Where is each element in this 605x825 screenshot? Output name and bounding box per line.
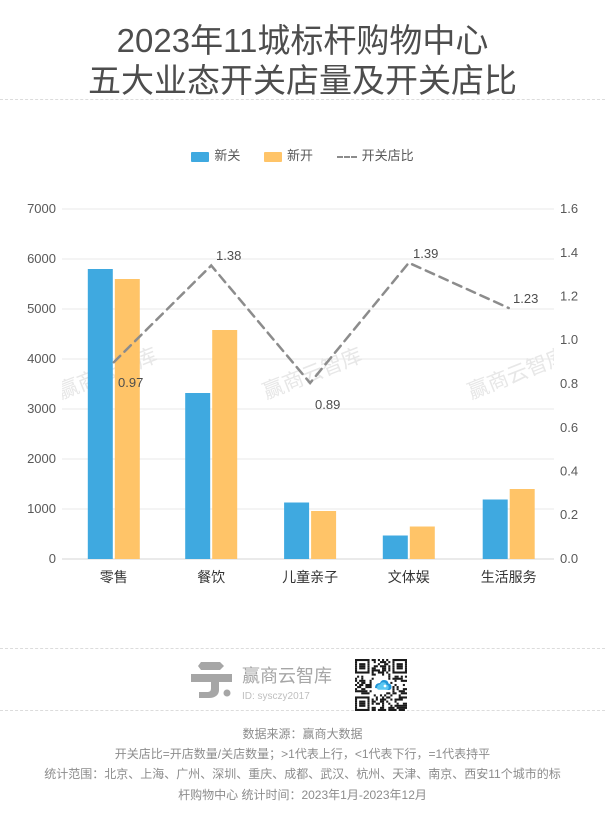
svg-text:1.2: 1.2 — [560, 289, 578, 304]
svg-text:1.23: 1.23 — [513, 291, 538, 306]
svg-text:0.4: 0.4 — [560, 464, 578, 479]
svg-text:0.0: 0.0 — [560, 551, 578, 566]
svg-text:1.38: 1.38 — [216, 248, 241, 263]
svg-text:5000: 5000 — [27, 301, 56, 316]
svg-text:生活服务: 生活服务 — [481, 569, 537, 585]
svg-text:0: 0 — [49, 551, 56, 566]
svg-text:4000: 4000 — [27, 351, 56, 366]
svg-text:文体娱: 文体娱 — [388, 569, 430, 585]
svg-text:1000: 1000 — [27, 501, 56, 516]
svg-text:2000: 2000 — [27, 451, 56, 466]
svg-text:1.4: 1.4 — [560, 245, 578, 260]
svg-text:1.39: 1.39 — [413, 246, 438, 261]
svg-text:0.2: 0.2 — [560, 507, 578, 522]
svg-text:1.0: 1.0 — [560, 332, 578, 347]
svg-text:0.6: 0.6 — [560, 420, 578, 435]
svg-text:0.97: 0.97 — [118, 375, 143, 390]
svg-text:儿童亲子: 儿童亲子 — [282, 569, 338, 585]
svg-text:零售: 零售 — [100, 569, 128, 585]
svg-text:1.6: 1.6 — [560, 201, 578, 216]
svg-text:6000: 6000 — [27, 251, 56, 266]
svg-text:7000: 7000 — [27, 201, 56, 216]
svg-text:餐饮: 餐饮 — [197, 569, 225, 585]
svg-text:0.8: 0.8 — [560, 376, 578, 391]
svg-text:3000: 3000 — [27, 401, 56, 416]
svg-text:0.89: 0.89 — [315, 397, 340, 412]
